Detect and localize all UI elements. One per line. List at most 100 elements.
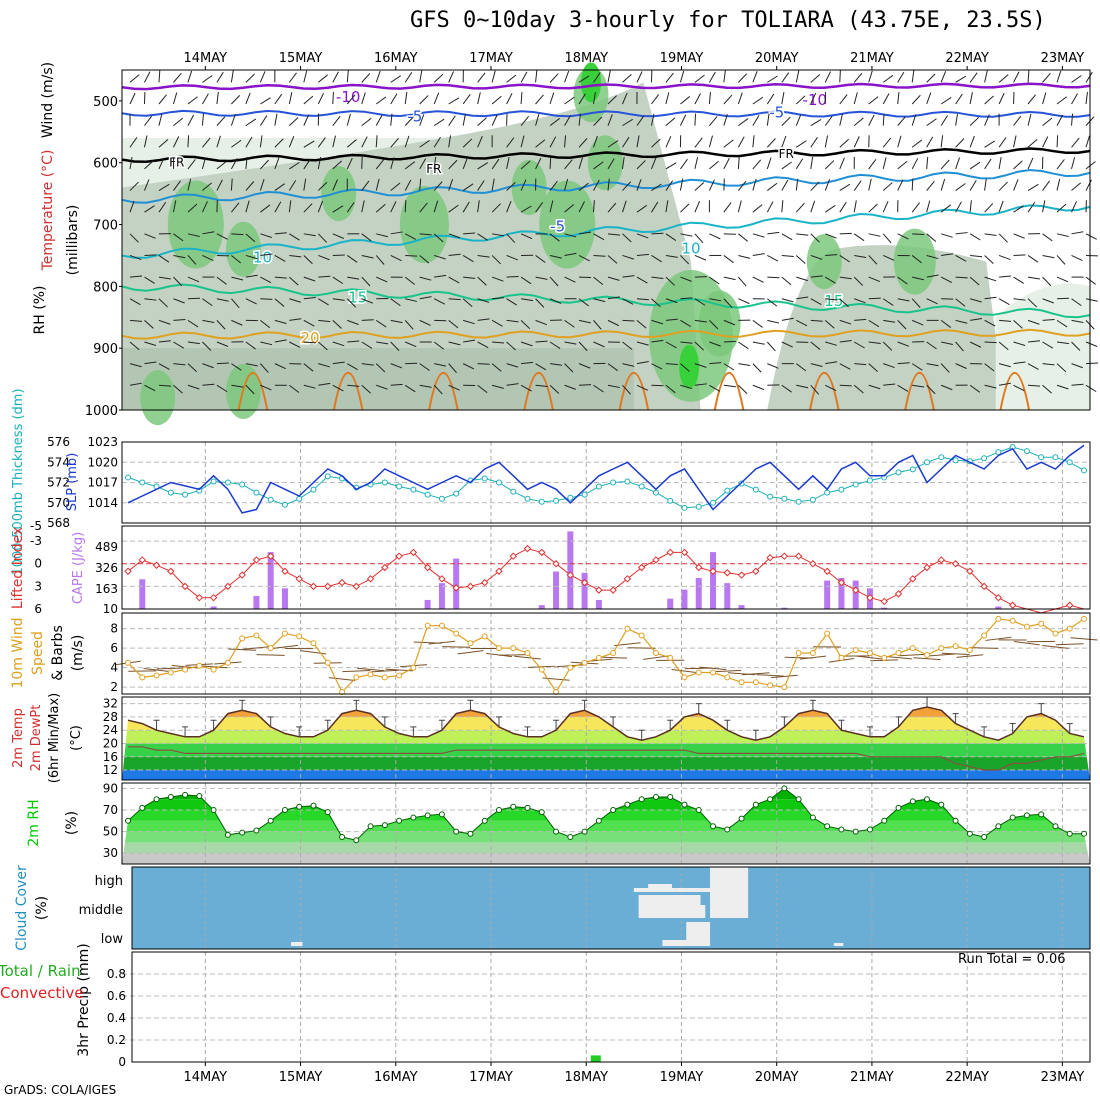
wind10-speed-line-point xyxy=(453,630,460,637)
wind-barb xyxy=(375,159,385,170)
wind-barb xyxy=(332,319,342,329)
wind-barb xyxy=(462,157,468,170)
wind-barb xyxy=(245,118,257,127)
wind-barb xyxy=(868,178,872,191)
wind-barb xyxy=(492,341,505,344)
wind-barb xyxy=(853,180,862,191)
isotherm-minus5 xyxy=(121,109,1091,118)
isotherm-25-lobe xyxy=(904,372,935,411)
rh2m-line-point xyxy=(1038,811,1045,818)
rh-blob xyxy=(587,135,623,191)
cape-bar xyxy=(852,580,859,609)
wind-barb xyxy=(1085,179,1092,191)
wind-barb xyxy=(245,200,250,213)
rh-band xyxy=(122,788,1090,800)
wind-barb xyxy=(969,180,977,191)
precip-axis-label: 3hr Precip (mm) xyxy=(76,943,92,1056)
thickness-line-point xyxy=(838,486,845,493)
contour-label: 15 xyxy=(824,292,843,310)
wind-barb xyxy=(158,139,169,148)
wind-barb xyxy=(940,384,953,391)
wind-barb xyxy=(665,162,677,170)
wind-barb xyxy=(593,92,596,105)
y-tick-label: 6 xyxy=(110,641,118,655)
wind-barb xyxy=(390,319,403,324)
wind-barb xyxy=(665,363,678,365)
wind-barb xyxy=(535,113,540,126)
wind-barb xyxy=(636,179,642,191)
wind10-barb xyxy=(913,657,941,661)
wind10-speed-line-point xyxy=(866,650,873,657)
thickness-line-point xyxy=(210,478,217,485)
wind10-speed-line-point xyxy=(210,666,217,673)
wind-barb xyxy=(882,182,893,191)
wind-barb xyxy=(767,363,779,369)
wind-barb xyxy=(477,200,480,213)
upper-frame xyxy=(121,69,1091,411)
y-tick-label: 700 xyxy=(93,219,118,234)
rh2m-line-point xyxy=(553,828,560,835)
thickness-line-point xyxy=(795,498,802,505)
rh2m-line-point xyxy=(610,807,617,813)
wind-barb xyxy=(506,200,512,213)
thickness-line-point xyxy=(981,455,988,462)
cape-bar xyxy=(738,605,745,609)
wind-barb xyxy=(375,114,383,126)
wind-barb xyxy=(129,74,140,83)
wind-barb xyxy=(607,140,619,148)
x-tick-label-top: 18MAY xyxy=(564,51,608,66)
wind-barb xyxy=(332,341,345,347)
wind-barb xyxy=(694,319,707,323)
lifted-index-point xyxy=(124,567,132,575)
wind-barb xyxy=(520,205,532,213)
wind-barb xyxy=(607,70,611,83)
cape-bar xyxy=(581,572,588,609)
rh2m-line-point xyxy=(710,823,717,830)
wind-barb xyxy=(230,70,234,83)
wind-barb xyxy=(723,255,734,264)
thickness-line-point xyxy=(1038,454,1045,461)
wind-barb xyxy=(578,298,589,307)
wind-barb xyxy=(231,233,244,236)
thickness-line-point xyxy=(952,457,959,464)
lifted-index-point xyxy=(637,563,646,572)
wind-barb xyxy=(332,276,344,285)
wind-barb xyxy=(361,363,374,366)
wind-barb xyxy=(998,137,1007,148)
wind-barb xyxy=(781,317,794,321)
wind10-barb xyxy=(228,648,257,651)
wind10-barb xyxy=(1042,644,1069,649)
wind-barb xyxy=(448,179,454,191)
x-tick-label-top: 21MAY xyxy=(850,51,894,66)
precip-total-rain-label: Total / Rain xyxy=(0,962,81,980)
wind10-speed-line-point xyxy=(852,647,859,654)
wind-barb xyxy=(680,363,690,372)
wind10-barb xyxy=(357,667,385,672)
wind-barb xyxy=(1056,276,1069,283)
wind-barb xyxy=(868,276,881,283)
wind-barb xyxy=(346,202,355,213)
wind-barb xyxy=(216,71,224,83)
cloud-block xyxy=(648,884,672,888)
wind-barb xyxy=(926,274,939,278)
wind-barb xyxy=(535,276,548,280)
lifted-index-point xyxy=(909,575,917,583)
rh2m-line-point xyxy=(995,823,1002,830)
wind-barb xyxy=(897,92,900,105)
wind-barb xyxy=(940,71,947,83)
wind-barb xyxy=(926,298,938,305)
wind-barb xyxy=(521,361,534,365)
wind-barb xyxy=(665,233,677,241)
footer-credit: GrADS: COLA/IGES xyxy=(4,1083,117,1097)
x-tick-label-top: 19MAY xyxy=(660,51,704,66)
wind-barb xyxy=(361,117,372,127)
wind-barb xyxy=(795,70,800,83)
rh-blob xyxy=(399,186,449,264)
wind-barb xyxy=(1042,341,1054,349)
wind-barb xyxy=(911,298,921,308)
wind-barb xyxy=(549,363,563,366)
wind10-speed-line-point xyxy=(267,645,274,652)
wind-barb xyxy=(144,71,151,83)
wind-barb xyxy=(477,233,488,241)
wind-barb xyxy=(897,179,904,191)
